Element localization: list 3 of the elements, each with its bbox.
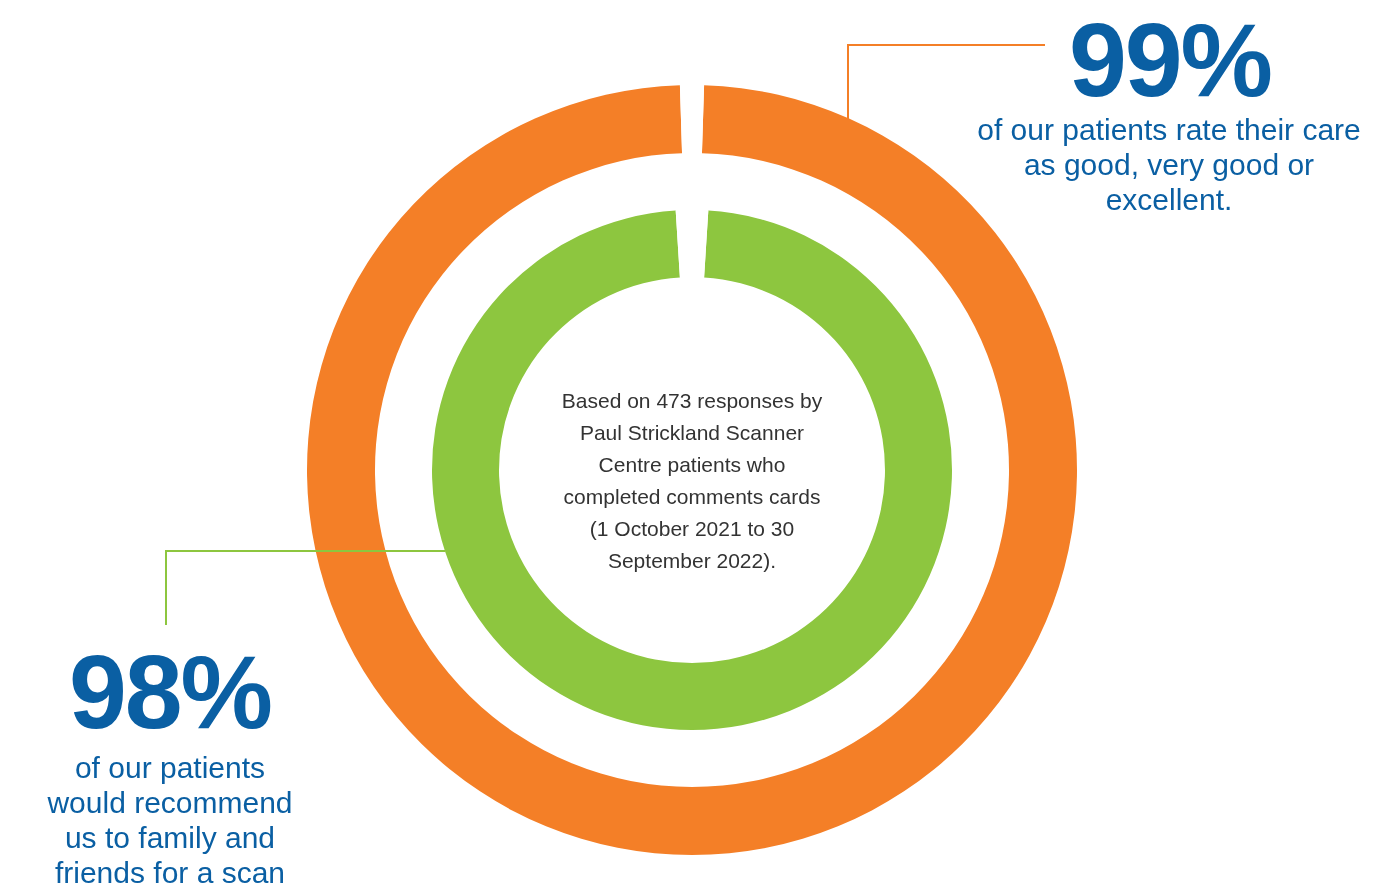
text: of our patients would recommend us to family and friends for a scan: [46, 750, 294, 890]
text: Based on 473 responses by Paul Strickland Scanner Centre patients who completed comments cards (1 October 2021 to 30 September 2022).: [560, 388, 824, 574]
text: 98%: [67, 634, 273, 750]
